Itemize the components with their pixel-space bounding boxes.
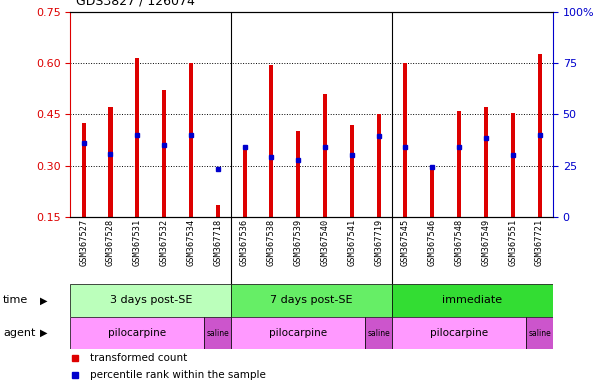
Text: GSM367545: GSM367545 bbox=[401, 218, 410, 266]
Bar bbox=[350, 124, 354, 217]
Bar bbox=[511, 113, 514, 217]
Bar bbox=[392, 284, 553, 317]
Bar bbox=[526, 317, 553, 349]
Text: agent: agent bbox=[3, 328, 35, 338]
Bar bbox=[231, 317, 365, 349]
Text: immediate: immediate bbox=[442, 295, 503, 306]
Text: GSM367527: GSM367527 bbox=[79, 218, 88, 266]
Text: GSM367541: GSM367541 bbox=[347, 218, 356, 266]
Text: GSM367540: GSM367540 bbox=[321, 218, 329, 266]
Text: ▶: ▶ bbox=[40, 295, 47, 306]
Bar bbox=[216, 205, 220, 217]
Bar bbox=[231, 284, 392, 317]
Text: GDS3827 / 126074: GDS3827 / 126074 bbox=[76, 0, 196, 8]
Bar bbox=[269, 65, 273, 217]
Text: GSM367531: GSM367531 bbox=[133, 218, 142, 266]
Bar bbox=[135, 58, 139, 217]
Text: GSM367546: GSM367546 bbox=[428, 218, 437, 266]
Text: ▶: ▶ bbox=[40, 328, 47, 338]
Bar bbox=[162, 90, 166, 217]
Bar bbox=[70, 284, 231, 317]
Text: 3 days post-SE: 3 days post-SE bbox=[109, 295, 192, 306]
Bar bbox=[204, 317, 231, 349]
Bar bbox=[457, 111, 461, 217]
Bar bbox=[430, 169, 434, 217]
Text: pilocarpine: pilocarpine bbox=[430, 328, 488, 338]
Bar bbox=[323, 94, 327, 217]
Bar bbox=[484, 108, 488, 217]
Text: GSM367532: GSM367532 bbox=[159, 218, 169, 266]
Text: 7 days post-SE: 7 days post-SE bbox=[270, 295, 353, 306]
Text: saline: saline bbox=[367, 329, 390, 338]
Text: percentile rank within the sample: percentile rank within the sample bbox=[90, 370, 265, 381]
Text: pilocarpine: pilocarpine bbox=[269, 328, 327, 338]
Bar bbox=[392, 317, 526, 349]
Bar bbox=[70, 317, 204, 349]
Text: GSM367551: GSM367551 bbox=[508, 218, 518, 266]
Bar bbox=[82, 123, 86, 217]
Text: GSM367528: GSM367528 bbox=[106, 218, 115, 266]
Bar bbox=[365, 317, 392, 349]
Text: GSM367534: GSM367534 bbox=[186, 218, 196, 266]
Text: saline: saline bbox=[528, 329, 551, 338]
Text: GSM367536: GSM367536 bbox=[240, 218, 249, 266]
Text: GSM367538: GSM367538 bbox=[267, 218, 276, 266]
Text: GSM367718: GSM367718 bbox=[213, 218, 222, 266]
Bar bbox=[109, 108, 112, 217]
Text: GSM367549: GSM367549 bbox=[481, 218, 491, 266]
Bar bbox=[538, 54, 541, 217]
Text: GSM367539: GSM367539 bbox=[294, 218, 302, 266]
Text: transformed count: transformed count bbox=[90, 353, 187, 363]
Bar bbox=[376, 114, 381, 217]
Bar bbox=[243, 149, 247, 217]
Bar bbox=[189, 63, 193, 217]
Text: time: time bbox=[3, 295, 28, 306]
Text: GSM367719: GSM367719 bbox=[374, 218, 383, 266]
Text: GSM367721: GSM367721 bbox=[535, 218, 544, 266]
Bar bbox=[296, 131, 300, 217]
Text: pilocarpine: pilocarpine bbox=[108, 328, 166, 338]
Text: saline: saline bbox=[207, 329, 229, 338]
Bar bbox=[403, 63, 408, 217]
Text: GSM367548: GSM367548 bbox=[455, 218, 464, 266]
